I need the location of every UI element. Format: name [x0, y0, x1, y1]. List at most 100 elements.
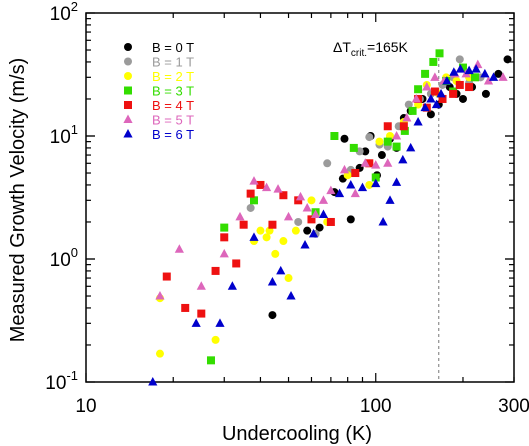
data-point — [318, 209, 329, 219]
data-point — [455, 55, 464, 64]
legend-label: B = 6 T — [152, 127, 194, 142]
data-point — [503, 55, 512, 64]
data-point — [455, 80, 464, 89]
data-point — [404, 100, 413, 109]
data-point — [262, 233, 271, 242]
data-point — [318, 195, 329, 204]
data-point — [402, 113, 412, 122]
data-point — [471, 64, 481, 73]
data-point — [383, 122, 392, 131]
data-point — [349, 143, 358, 152]
data-point — [458, 63, 467, 72]
legend-marker — [124, 86, 132, 95]
data-point — [307, 196, 316, 205]
data-point — [365, 133, 374, 142]
data-point — [334, 188, 345, 198]
data-point — [211, 335, 220, 344]
data-point — [261, 182, 272, 192]
data-point — [361, 147, 370, 156]
data-point — [276, 265, 286, 275]
legend-marker — [124, 57, 132, 66]
data-point — [357, 182, 368, 192]
data-point — [383, 137, 392, 146]
data-point — [249, 196, 258, 205]
legend-marker — [124, 72, 132, 80]
data-point — [232, 259, 241, 268]
data-point — [246, 189, 255, 198]
legend-label: B = 3 T — [152, 84, 194, 99]
data-point — [400, 126, 409, 135]
data-point — [340, 134, 349, 143]
data-point — [430, 87, 439, 96]
data-point — [483, 75, 494, 85]
data-point — [350, 188, 360, 198]
data-point — [378, 216, 388, 226]
data-point — [470, 73, 479, 82]
data-point — [498, 72, 508, 81]
data-point — [436, 88, 446, 98]
data-point — [426, 93, 436, 103]
data-point — [406, 142, 416, 152]
data-point — [273, 184, 283, 193]
data-point — [420, 102, 430, 112]
data-point — [438, 94, 447, 103]
data-point — [455, 64, 466, 73]
data-point — [371, 160, 381, 169]
data-point — [308, 228, 319, 238]
data-point — [220, 223, 229, 232]
data-point — [442, 75, 452, 85]
data-point — [421, 69, 430, 78]
data-point — [256, 226, 265, 235]
data-point — [323, 159, 332, 168]
plot-border — [85, 12, 515, 383]
data-point — [465, 83, 474, 92]
data-point — [196, 281, 206, 290]
data-point — [249, 176, 259, 185]
data-point — [227, 281, 237, 290]
data-point — [286, 291, 296, 300]
data-point — [339, 164, 350, 174]
data-point — [480, 68, 490, 78]
data-point — [346, 179, 356, 189]
series-4 — [162, 80, 474, 318]
data-point — [219, 248, 229, 258]
data-point — [174, 244, 184, 253]
data-point — [449, 89, 458, 98]
data-point — [300, 239, 310, 249]
data-point — [315, 223, 324, 232]
data-point — [411, 93, 421, 103]
data-point — [431, 99, 442, 109]
data-point — [458, 94, 467, 103]
x-axis: 10 100 300 — [75, 13, 529, 417]
data-point — [246, 203, 255, 212]
critical-undercooling-label: ΔTcrit.=165K — [333, 39, 409, 59]
data-point — [279, 237, 288, 246]
legend-marker — [124, 43, 132, 51]
data-point — [371, 178, 381, 188]
data-point — [330, 132, 339, 140]
data-point — [365, 159, 374, 168]
legend-marker — [123, 129, 133, 138]
data-point — [148, 377, 158, 386]
data-point — [326, 217, 335, 226]
data-point — [391, 177, 402, 186]
y-axis: 10-1 100 101 102 — [45, 0, 514, 394]
data-point — [307, 215, 316, 224]
legend-label: B = 5 T — [152, 113, 194, 128]
y-tick-label: 100 — [50, 245, 78, 271]
data-point — [268, 220, 277, 229]
data-point — [283, 211, 294, 221]
data-point — [408, 106, 417, 115]
data-point — [220, 233, 229, 242]
data-point — [398, 154, 408, 164]
data-point — [399, 122, 408, 131]
series-5 — [155, 59, 508, 300]
data-point — [383, 158, 393, 167]
series-6 — [148, 64, 499, 386]
data-point — [291, 226, 300, 235]
data-point — [426, 110, 435, 119]
data-point — [449, 67, 459, 76]
data-point — [365, 180, 374, 189]
x-tick-label: 300 — [498, 396, 529, 417]
data-point — [181, 303, 190, 312]
